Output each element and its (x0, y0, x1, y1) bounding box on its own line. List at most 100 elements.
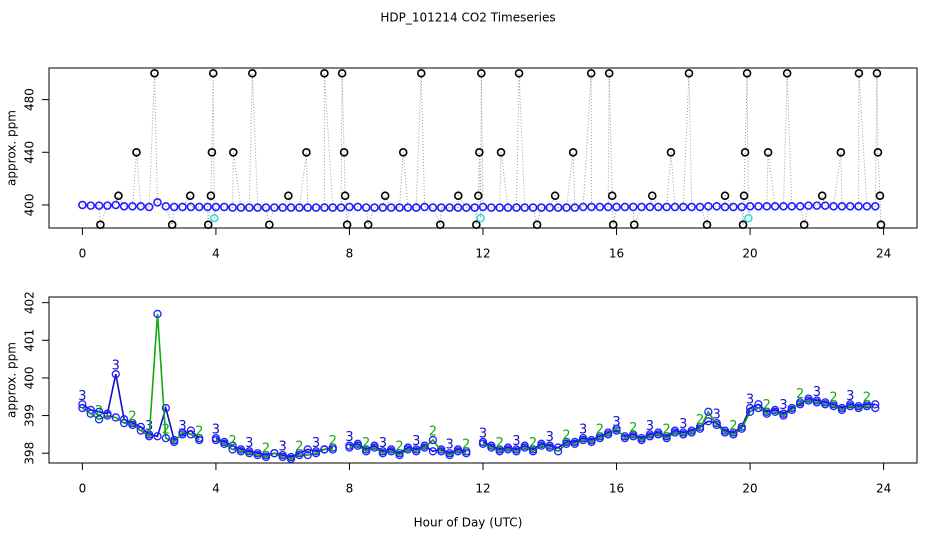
data-point (311, 449, 321, 458)
y-axis-label: approx. ppm (5, 110, 19, 186)
data-point (474, 191, 483, 201)
data-point (195, 435, 204, 445)
data-point (740, 147, 750, 157)
data-point (86, 409, 95, 418)
data-point (799, 220, 809, 230)
data-point (228, 445, 237, 454)
data-point (739, 191, 749, 201)
data-point (278, 203, 287, 212)
data-point (420, 443, 429, 452)
data-point (111, 370, 120, 379)
data-point (829, 201, 838, 211)
data-point (637, 435, 646, 445)
data-point (872, 68, 882, 78)
data-point (161, 434, 170, 443)
data-point (562, 439, 571, 448)
point-label: 2 (362, 436, 370, 451)
y-axis-label: approx. ppm (5, 342, 19, 418)
point-label: 2 (395, 440, 403, 455)
data-point (428, 203, 438, 212)
x-tick-label: 24 (876, 247, 891, 261)
data-point (568, 147, 578, 157)
point-label: 2 (462, 438, 470, 453)
data-point (219, 202, 229, 212)
data-point (637, 202, 646, 212)
x-axis-label: Hour of Day (UTC) (414, 516, 523, 530)
data-point (245, 203, 254, 212)
data-point (487, 203, 496, 212)
data-point (595, 434, 604, 443)
data-point (167, 220, 177, 230)
data-point (762, 201, 772, 211)
point-label: 3 (212, 423, 220, 438)
data-point (261, 452, 271, 462)
data-point (870, 201, 880, 211)
data-point (604, 68, 614, 78)
point-label: 3 (646, 419, 654, 434)
data-point (779, 411, 788, 420)
y-tick-label: 402 (23, 291, 37, 314)
data-point (153, 309, 162, 319)
y-tick-label: 400 (23, 366, 37, 389)
data-point (220, 439, 229, 448)
data-point (403, 445, 413, 454)
data-point (737, 424, 746, 433)
point-label: 2 (662, 423, 670, 438)
point-label: 2 (863, 391, 871, 406)
data-point (270, 449, 279, 458)
data-point (403, 203, 413, 212)
point-label: 2 (262, 441, 270, 456)
data-point (186, 430, 196, 439)
data-point (428, 435, 438, 445)
data-point (871, 403, 880, 413)
point-label: 2 (162, 423, 170, 438)
data-point (846, 402, 855, 411)
data-point (114, 191, 123, 201)
point-label: 2 (128, 409, 136, 424)
data-point (453, 191, 463, 201)
data-point (475, 147, 484, 157)
data-point (380, 191, 390, 201)
data-point (228, 203, 237, 212)
data-point (194, 202, 204, 212)
data-point (170, 437, 179, 447)
point-label: 2 (562, 428, 570, 443)
data-point (595, 202, 605, 212)
data-point (153, 432, 162, 441)
data-point (411, 203, 421, 212)
data-point (178, 202, 187, 212)
data-point (817, 191, 827, 201)
point-label: 2 (596, 423, 604, 438)
data-point (339, 147, 349, 157)
point-label: 3 (178, 419, 186, 434)
data-point (742, 68, 752, 78)
data-point (111, 200, 121, 210)
data-point (821, 400, 830, 409)
data-point (528, 447, 538, 456)
data-point (96, 220, 105, 230)
point-label: 2 (295, 440, 303, 455)
data-point (136, 426, 145, 435)
data-point (161, 403, 170, 413)
data-point (503, 203, 513, 212)
data-point (666, 147, 676, 157)
data-point (236, 447, 246, 456)
point-label: 3 (713, 408, 721, 423)
y-tick-label: 400 (23, 194, 37, 217)
data-point (754, 403, 763, 413)
data-point (111, 413, 120, 422)
data-point (687, 202, 696, 212)
data-point (185, 191, 195, 201)
data-point (207, 147, 217, 157)
data-point (78, 400, 87, 409)
data-point (236, 203, 246, 212)
point-label: 3 (579, 423, 587, 438)
data-point (462, 449, 471, 458)
y-tick-label: 398 (23, 442, 37, 465)
data-point (386, 203, 396, 212)
data-point (745, 407, 755, 416)
data-point (286, 203, 296, 212)
data-point (128, 201, 137, 211)
data-point (662, 202, 671, 212)
data-point (487, 443, 496, 452)
